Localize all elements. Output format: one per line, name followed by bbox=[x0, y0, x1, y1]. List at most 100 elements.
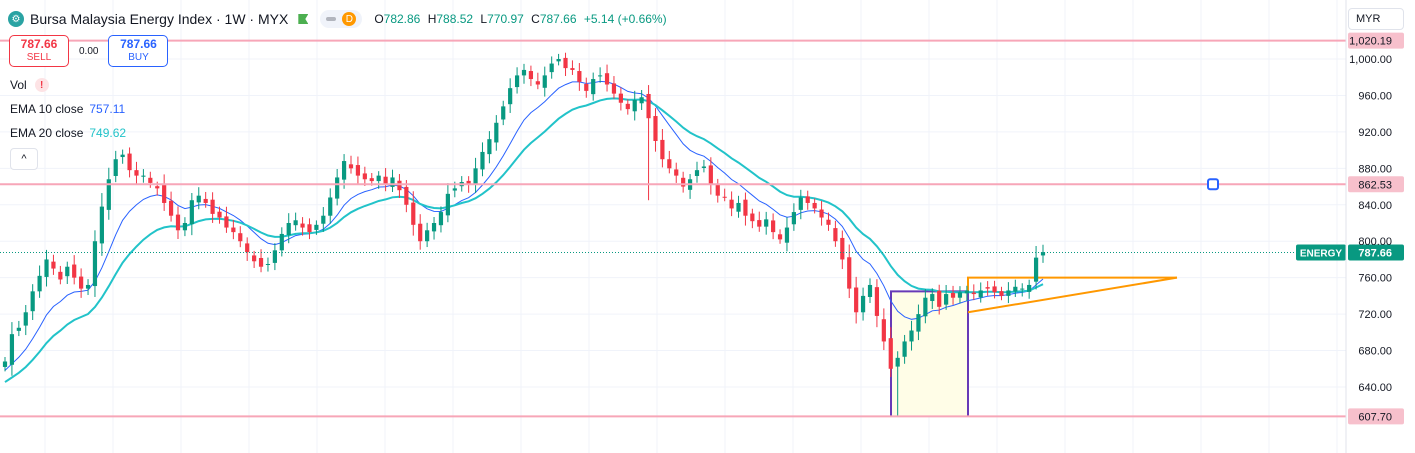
candle-body bbox=[812, 202, 817, 209]
candle-body bbox=[141, 175, 146, 177]
ema20-legend[interactable]: EMA 20 close 749.62 bbox=[10, 126, 127, 140]
candle-body bbox=[383, 176, 388, 185]
candle-body bbox=[604, 73, 610, 85]
candle-body bbox=[860, 295, 866, 313]
candle-body bbox=[217, 211, 222, 218]
candle-body bbox=[335, 177, 340, 199]
candle-body bbox=[777, 234, 783, 240]
candle-body bbox=[293, 220, 298, 226]
candle-body bbox=[715, 184, 720, 196]
candle-body bbox=[23, 312, 28, 326]
sell-button[interactable]: 787.66 SELL bbox=[9, 35, 69, 67]
horizontal-lines: 1,020.19 862.53 607.70 ENERGY 787.66 bbox=[0, 32, 1404, 425]
chart-grid bbox=[0, 0, 1346, 453]
candle-body bbox=[196, 195, 201, 203]
buy-button[interactable]: 787.66 BUY bbox=[108, 35, 169, 67]
candle-body bbox=[58, 271, 63, 280]
candle-body bbox=[438, 212, 444, 226]
price-line-label: 607.70 bbox=[1358, 411, 1392, 423]
chart-header: ⚙ Bursa Malaysia Energy Index · 1W · MYX… bbox=[8, 9, 667, 29]
candle-body bbox=[840, 237, 845, 260]
candle-body bbox=[999, 291, 1004, 296]
candle-body bbox=[701, 166, 707, 168]
price-tick-label: 760.00 bbox=[1358, 273, 1392, 285]
candle-body bbox=[362, 173, 367, 180]
candle-body bbox=[79, 276, 84, 289]
data-delay-pill[interactable]: D bbox=[320, 10, 363, 28]
candle-body bbox=[1033, 257, 1039, 282]
volume-indicator-legend[interactable]: Vol ! bbox=[10, 78, 49, 92]
candle-body bbox=[16, 327, 21, 331]
candle-body bbox=[923, 297, 928, 317]
candle-body bbox=[556, 59, 561, 62]
price-line-label-bg bbox=[1348, 32, 1404, 49]
candle-body bbox=[1013, 286, 1018, 292]
candle-body bbox=[874, 287, 880, 316]
candle-body bbox=[528, 71, 534, 80]
candle-body bbox=[99, 206, 104, 244]
symbol-label-bg bbox=[1296, 244, 1346, 261]
candle-body bbox=[85, 284, 91, 289]
candle-body bbox=[397, 180, 402, 191]
candle-body bbox=[618, 93, 623, 103]
candle-body bbox=[833, 228, 838, 242]
candle-body bbox=[854, 287, 859, 313]
candle-body bbox=[376, 175, 381, 182]
trade-panel: 787.66 SELL 0.00 787.66 BUY bbox=[9, 35, 169, 67]
candle-body bbox=[542, 75, 547, 88]
line-drag-handle[interactable] bbox=[1207, 178, 1219, 191]
candle-body bbox=[307, 224, 312, 233]
candle-body bbox=[916, 314, 921, 332]
price-line-label: 862.53 bbox=[1358, 179, 1392, 191]
ema10-line bbox=[4, 80, 1044, 371]
warning-icon[interactable]: ! bbox=[34, 78, 49, 92]
ema10-legend[interactable]: EMA 10 close 757.11 bbox=[10, 102, 126, 116]
candle-body bbox=[674, 169, 679, 176]
candle-body bbox=[134, 170, 139, 176]
candle-body bbox=[265, 264, 271, 265]
price-change: +5.14 (+0.66%) bbox=[583, 12, 667, 26]
chart-title[interactable]: Bursa Malaysia Energy Index · 1W · MYX bbox=[30, 11, 289, 27]
candle-body bbox=[37, 275, 42, 292]
candle-body bbox=[611, 83, 617, 94]
currency-selector[interactable]: MYR bbox=[1348, 8, 1404, 30]
candle-body bbox=[286, 223, 291, 236]
candle-body bbox=[238, 233, 243, 242]
collapse-legend-button[interactable]: ^ bbox=[10, 148, 38, 170]
candle-body bbox=[937, 290, 942, 307]
market-status-flag-icon[interactable] bbox=[298, 14, 309, 24]
candle-body bbox=[681, 177, 686, 187]
symbol-icon[interactable]: ⚙ bbox=[8, 11, 24, 27]
price-tick-label: 1,000.00 bbox=[1349, 54, 1392, 66]
candle-body bbox=[653, 116, 658, 141]
candle-body bbox=[30, 291, 35, 312]
candle-body bbox=[950, 292, 956, 298]
candle-body bbox=[203, 198, 208, 203]
candle-body bbox=[660, 139, 665, 160]
candle-body bbox=[978, 290, 983, 298]
candle-body bbox=[369, 178, 374, 182]
candle-body bbox=[757, 220, 762, 227]
candle-body bbox=[258, 257, 264, 267]
candle-body bbox=[944, 294, 949, 305]
ohlc-readout: O782.86 H788.52 L770.97 C787.66 +5.14 (+… bbox=[374, 12, 667, 26]
market-closed-icon bbox=[326, 17, 337, 21]
candle-body bbox=[127, 153, 132, 171]
candle-body bbox=[708, 165, 713, 185]
price-line-label-bg bbox=[1348, 408, 1404, 425]
candle-body bbox=[591, 79, 596, 95]
candle-body bbox=[722, 196, 727, 198]
candle-body bbox=[632, 100, 637, 112]
candle-body bbox=[418, 223, 423, 242]
candle-body bbox=[736, 202, 741, 212]
price-tick-label: 880.00 bbox=[1358, 163, 1392, 175]
candle-body bbox=[1006, 290, 1011, 296]
candle-body bbox=[909, 330, 914, 342]
candle-body bbox=[888, 338, 893, 369]
candle-body bbox=[9, 334, 15, 365]
candle-body bbox=[826, 219, 831, 225]
candle-body bbox=[252, 255, 257, 262]
candle-body bbox=[51, 261, 56, 269]
delayed-data-icon: D bbox=[342, 12, 357, 26]
